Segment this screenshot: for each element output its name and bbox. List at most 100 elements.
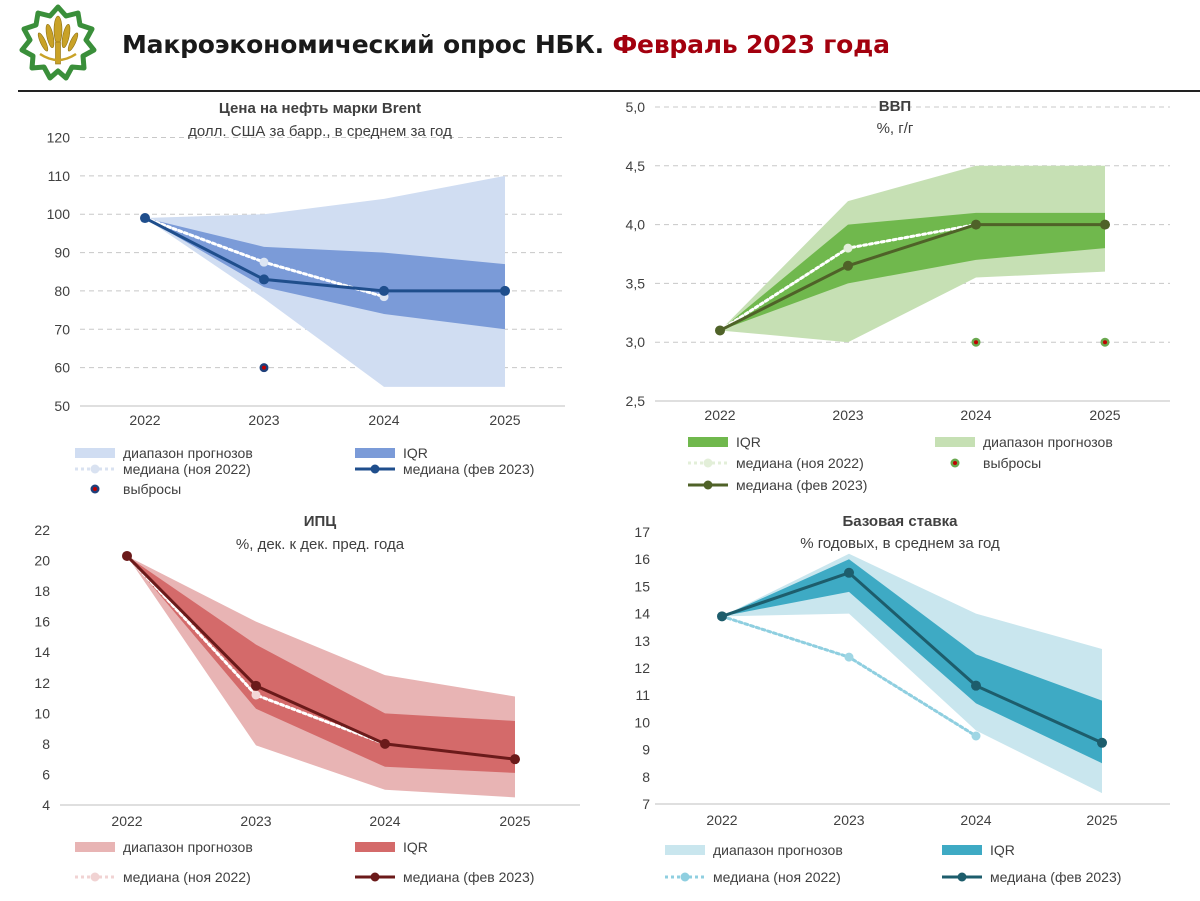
y-tick-label: 22 bbox=[34, 522, 50, 538]
y-tick-label: 3,0 bbox=[626, 334, 646, 350]
y-tick-label: 2,5 bbox=[626, 393, 646, 409]
y-tick-label: 5,0 bbox=[626, 99, 646, 115]
chart-panel-2: 2,5 3,0 3,5 4,0 4,5 5,0 2022 2023 2024 2025 ВВП %, … bbox=[626, 98, 1170, 493]
legend-label: IQR bbox=[736, 434, 761, 450]
median-prev-point bbox=[259, 257, 269, 267]
legend-label: медиана (ноя 2022) bbox=[123, 461, 251, 477]
legend-item: IQR bbox=[942, 842, 1015, 858]
y-tick-label: 70 bbox=[54, 321, 70, 337]
legend-swatch bbox=[75, 842, 115, 852]
chart-title: ВВП bbox=[879, 98, 911, 115]
median-curr-point bbox=[122, 550, 132, 561]
x-tick-label: 2025 bbox=[1086, 812, 1117, 828]
legend-label: медиана (фев 2023) bbox=[990, 869, 1121, 885]
legend-swatch bbox=[935, 437, 975, 447]
chart-title: Цена на нефть марки Brent bbox=[219, 100, 421, 117]
x-tick-label: 2025 bbox=[489, 412, 520, 428]
nbk-emblem-icon bbox=[19, 4, 97, 81]
y-tick-label: 4,5 bbox=[626, 158, 646, 174]
y-tick-label: 12 bbox=[34, 675, 50, 691]
y-tick-label: 10 bbox=[634, 714, 650, 730]
legend-item: медиана (ноя 2022) bbox=[75, 869, 251, 885]
x-tick-label: 2022 bbox=[129, 412, 160, 428]
median-curr-point bbox=[510, 754, 520, 765]
y-tick-label: 16 bbox=[34, 614, 50, 630]
legend-label: медиана (ноя 2022) bbox=[736, 455, 864, 471]
chart-subtitle: долл. США за барр., в среднем за год bbox=[188, 123, 452, 140]
x-tick-label: 2024 bbox=[369, 813, 400, 829]
legend-label: медиана (ноя 2022) bbox=[713, 869, 841, 885]
y-tick-label: 10 bbox=[34, 705, 50, 721]
y-tick-label: 60 bbox=[54, 360, 70, 376]
median-curr-point bbox=[251, 680, 261, 691]
iqr-band bbox=[127, 555, 515, 773]
legend-item: медиана (фев 2023) bbox=[355, 869, 534, 885]
legend-label: IQR bbox=[403, 445, 428, 461]
legend-item: диапазон прогнозов bbox=[75, 445, 253, 461]
y-tick-label: 90 bbox=[54, 245, 70, 261]
y-tick-label: 80 bbox=[54, 283, 70, 299]
legend-label: медиана (фев 2023) bbox=[403, 869, 534, 885]
legend-item: медиана (ноя 2022) bbox=[665, 869, 841, 885]
legend-label: IQR bbox=[403, 839, 428, 855]
y-tick-label: 7 bbox=[642, 796, 650, 812]
median-prev-point bbox=[251, 690, 261, 700]
chart-subtitle: % годовых, в среднем за год bbox=[800, 535, 1000, 552]
y-tick-label: 4,0 bbox=[626, 217, 646, 233]
iqr-band bbox=[145, 218, 505, 330]
legend-label: диапазон прогнозов bbox=[123, 839, 253, 855]
legend-swatch bbox=[665, 845, 705, 855]
legend-swatch bbox=[355, 842, 395, 852]
x-tick-label: 2022 bbox=[704, 407, 735, 423]
legend-label: выбросы bbox=[983, 455, 1041, 471]
y-tick-label: 20 bbox=[34, 553, 50, 569]
median-prev-point bbox=[843, 243, 853, 253]
outlier-point-center bbox=[262, 365, 266, 370]
legend-label: выбросы bbox=[123, 481, 181, 497]
legend-marker bbox=[90, 464, 100, 474]
y-tick-label: 110 bbox=[48, 168, 71, 184]
legend-marker-center bbox=[953, 461, 957, 465]
x-tick-label: 2022 bbox=[706, 812, 737, 828]
median-curr-line bbox=[721, 571, 1103, 745]
median-prev-point bbox=[971, 731, 981, 741]
legend-label: медиана (ноя 2022) bbox=[123, 869, 251, 885]
legend-label: диапазон прогнозов bbox=[123, 445, 253, 461]
y-tick-label: 4 bbox=[42, 797, 50, 813]
y-tick-label: 8 bbox=[642, 769, 650, 785]
y-tick-label: 8 bbox=[42, 736, 50, 752]
y-tick-label: 11 bbox=[635, 687, 650, 703]
legend-marker bbox=[90, 872, 100, 882]
legend-item: IQR bbox=[355, 445, 428, 461]
median-curr-point bbox=[717, 611, 727, 622]
y-tick-label: 16 bbox=[634, 551, 650, 567]
median-curr-point bbox=[844, 567, 854, 578]
median-curr-point bbox=[843, 260, 853, 271]
median-prev-point bbox=[844, 652, 854, 662]
median-curr-point bbox=[140, 213, 150, 224]
x-tick-label: 2023 bbox=[248, 412, 279, 428]
legend-item: IQR bbox=[355, 839, 428, 855]
legend-item: медиана (фев 2023) bbox=[688, 477, 867, 493]
y-tick-label: 15 bbox=[634, 578, 650, 594]
legend-label: диапазон прогнозов bbox=[983, 434, 1113, 450]
legend-label: медиана (фев 2023) bbox=[736, 477, 867, 493]
iqr-band bbox=[720, 212, 1105, 331]
chart-panel-1: 50 60 70 80 90 100 110 120 2022 2023 2024 2025 Цена … bbox=[47, 100, 565, 497]
legend-marker bbox=[703, 458, 713, 468]
legend-marker bbox=[957, 872, 967, 882]
y-tick-label: 18 bbox=[34, 583, 50, 599]
median-curr-point bbox=[379, 285, 389, 296]
page-header: Макроэкономический опрос НБК. Февраль 20… bbox=[0, 0, 1200, 92]
median-curr-point bbox=[259, 274, 269, 285]
legend-item: медиана (ноя 2022) bbox=[75, 461, 251, 477]
legend-label: диапазон прогнозов bbox=[713, 842, 843, 858]
legend-label: IQR bbox=[990, 842, 1015, 858]
y-tick-label: 12 bbox=[634, 660, 650, 676]
median-curr-point bbox=[1097, 737, 1107, 748]
x-tick-label: 2022 bbox=[111, 813, 142, 829]
x-tick-label: 2024 bbox=[960, 407, 991, 423]
x-tick-label: 2025 bbox=[1089, 407, 1120, 423]
legend-item: медиана (фев 2023) bbox=[355, 461, 534, 477]
